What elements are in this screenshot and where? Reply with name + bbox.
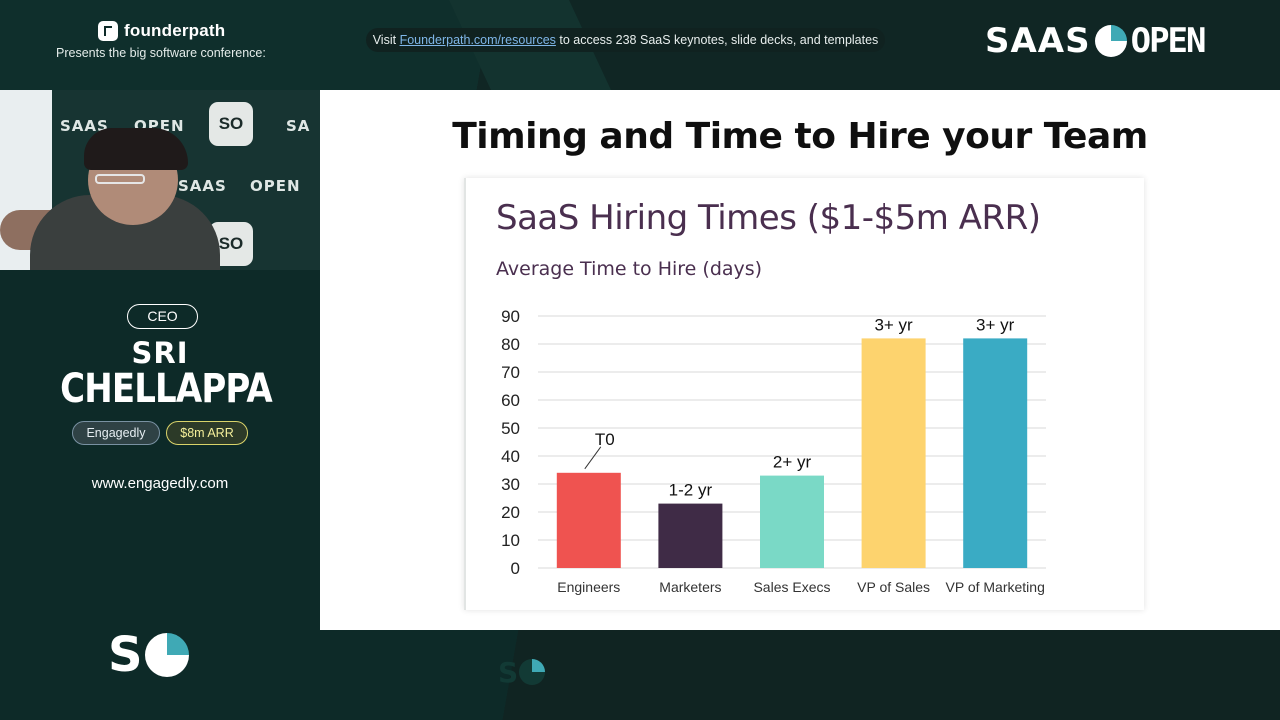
speaker-first-name: SRI <box>131 336 189 370</box>
founderpath-logo-icon <box>98 21 118 41</box>
backdrop-text: SAAS <box>178 177 227 195</box>
slide-logo-letter: S <box>498 655 518 689</box>
backdrop-text: OPEN <box>250 177 301 195</box>
data-label: 2+ yr <box>773 453 812 472</box>
bar-chart: 0 10 20 30 40 50 60 70 80 90 Engineers T0 Marketers 1… <box>501 307 1046 595</box>
chart-title: SaaS Hiring Times ($1-$5m ARR) <box>496 198 1041 238</box>
saas-open-logo-left: SAAS <box>985 21 1091 61</box>
speaker-video: SAAS OPEN SAAS OPEN SA SO SO <box>0 90 320 270</box>
backdrop-text: SAAS <box>60 117 109 135</box>
pie-chart-icon <box>144 633 189 677</box>
pie-chart-icon <box>519 659 546 685</box>
x-tick-label: VP of Marketing <box>946 579 1045 595</box>
x-tick-label: Engineers <box>557 579 620 595</box>
saas-open-logo: SAAS OPEN <box>985 21 1207 61</box>
resources-link[interactable]: Founderpath.com/resources <box>399 33 556 47</box>
y-tick-label: 30 <box>501 475 520 494</box>
y-tick-label: 20 <box>501 503 520 522</box>
slide-title: Timing and Time to Hire your Team <box>452 116 1148 157</box>
bar <box>760 475 824 568</box>
so-footer-logo-letter: S <box>108 627 143 683</box>
data-label: 3+ yr <box>874 315 913 334</box>
pie-chart-icon <box>1094 25 1127 57</box>
company-badge: Engagedly <box>72 421 160 445</box>
data-label: 3+ yr <box>976 315 1015 334</box>
banner-prefix: Visit <box>372 33 400 47</box>
y-tick-label: 10 <box>501 531 520 550</box>
y-tick-label: 60 <box>501 391 520 410</box>
x-tick-label: Sales Execs <box>753 579 830 595</box>
presentation-slide: Timing and Time to Hire your Team SaaS H… <box>320 90 1280 689</box>
y-tick-label: 70 <box>501 363 520 382</box>
data-label-leader <box>584 446 602 470</box>
brand-subtitle: Presents the big software conference: <box>56 46 266 60</box>
y-tick-label: 0 <box>511 559 520 578</box>
arr-badge: $8m ARR <box>166 421 248 445</box>
resources-banner: Visit Founderpath.com/resources to acces… <box>366 28 885 52</box>
chart-card: SaaS Hiring Times ($1-$5m ARR) Average T… <box>464 178 1144 689</box>
so-footer-logo: S <box>108 627 189 683</box>
saas-open-logo-right: OPEN <box>1130 21 1207 61</box>
speaker-website[interactable]: www.engagedly.com <box>91 475 229 492</box>
y-tick-label: 40 <box>501 447 520 466</box>
y-tick-label: 90 <box>501 307 520 326</box>
x-tick-label: VP of Sales <box>857 579 930 595</box>
x-tick-label: Marketers <box>659 579 721 595</box>
chart-subtitle: Average Time to Hire (days) <box>496 258 763 280</box>
bar <box>658 503 723 568</box>
y-tick-label: 50 <box>501 419 520 438</box>
data-label: T0 <box>595 430 615 449</box>
backdrop-text: SA <box>286 117 311 135</box>
bar <box>556 472 621 568</box>
speaker-glasses <box>95 174 145 184</box>
speaker-role-badge: CEO <box>127 304 198 329</box>
y-tick-label: 80 <box>501 335 520 354</box>
speaker-last-name: CHELLAPPA <box>60 366 273 412</box>
founderpath-name: founderpath <box>124 21 226 40</box>
footer-background <box>0 630 1280 720</box>
bar <box>963 338 1028 568</box>
bar <box>861 338 926 568</box>
slide-logo-mark: S <box>498 655 546 689</box>
founderpath-brand[interactable]: founderpath <box>98 21 225 41</box>
backdrop-logo-tile: SO <box>209 102 253 146</box>
speaker-cap <box>84 128 188 170</box>
banner-suffix: to access 238 SaaS keynotes, slide decks… <box>555 33 879 47</box>
data-label: 1-2 yr <box>669 481 713 500</box>
